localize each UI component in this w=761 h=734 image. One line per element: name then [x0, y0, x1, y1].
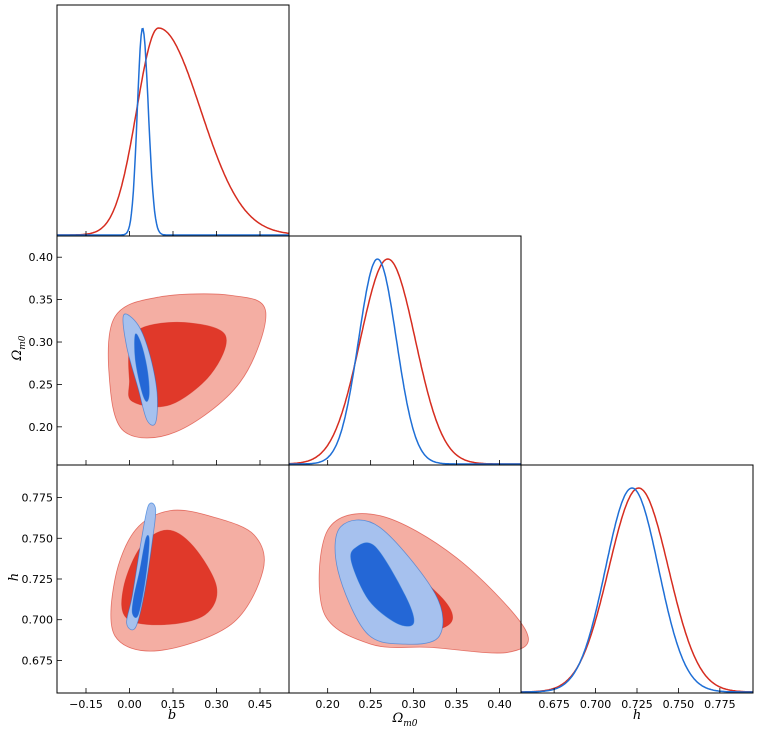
ytick-label-omega-3: 0.35	[29, 294, 54, 307]
ylabel-omega-main: Ω	[10, 350, 25, 362]
axis-labels: b Ωm0 h Ωm0 h	[7, 335, 641, 729]
ytick-label-omega-1: 0.25	[29, 378, 54, 391]
xtick-label-h-4: 0.775	[704, 698, 736, 711]
marginal-omega-blue	[289, 258, 521, 465]
ytick-label-omega-4: 0.40	[29, 251, 54, 264]
marginal-omega-red	[288, 258, 521, 465]
contour-b_h-blue-inner	[131, 534, 150, 618]
xtick-label-h-2: 0.725	[621, 698, 653, 711]
ytick-label-omega-0: 0.20	[29, 421, 54, 434]
panel-frame-2-2	[520, 464, 754, 694]
marginal-b-red	[57, 27, 290, 236]
ytick-label-omega-2: 0.30	[29, 336, 54, 349]
xtick-label-omega-3: 0.35	[444, 698, 469, 711]
xtick-label-b-4: 0.45	[248, 698, 273, 711]
xtick-label-b-1: 0.00	[117, 698, 142, 711]
xlabel-h: h	[633, 708, 641, 723]
xtick-label-b-2: 0.15	[161, 698, 186, 711]
marginal-b-blue	[57, 27, 289, 236]
xtick-label-omega-0: 0.20	[315, 698, 340, 711]
xtick-label-b-0: −0.15	[69, 698, 103, 711]
ytick-label-h-2: 0.725	[22, 573, 54, 586]
contour-b_omega-blue-inner	[134, 333, 150, 402]
marginal-h-blue	[521, 487, 753, 693]
contour-omega_h-blue-inner	[350, 542, 415, 627]
xlabel-omega: Ωm0	[391, 711, 417, 729]
ytick-label-h-3: 0.750	[22, 532, 54, 545]
ylabel-omega: Ωm0	[10, 335, 28, 361]
ytick-label-h-4: 0.775	[22, 492, 54, 505]
panels	[56, 4, 754, 694]
xtick-label-h-1: 0.700	[580, 698, 612, 711]
ylabel-omega-sub: m0	[18, 335, 28, 350]
ylabel-h: h	[7, 573, 22, 581]
xtick-label-h-3: 0.750	[663, 698, 695, 711]
tick-labels: −0.15 0.00 0.15 0.30 0.45 0.20 0.25 0.30 0.35 0.4…	[22, 251, 736, 711]
xtick-label-omega-4: 0.40	[487, 698, 512, 711]
xlabel-omega-sub: m0	[403, 719, 418, 729]
xtick-label-h-0: 0.675	[538, 698, 570, 711]
marginal-h-red	[521, 487, 753, 693]
xtick-label-b-3: 0.30	[204, 698, 229, 711]
ytick-label-h-1: 0.700	[22, 614, 54, 627]
xlabel-b: b	[168, 708, 176, 723]
xtick-label-omega-1: 0.25	[358, 698, 383, 711]
ytick-label-h-0: 0.675	[22, 654, 54, 667]
xlabel-omega-main: Ω	[391, 711, 403, 726]
xtick-label-omega-2: 0.30	[401, 698, 426, 711]
panel-frame-1-1	[288, 235, 522, 466]
